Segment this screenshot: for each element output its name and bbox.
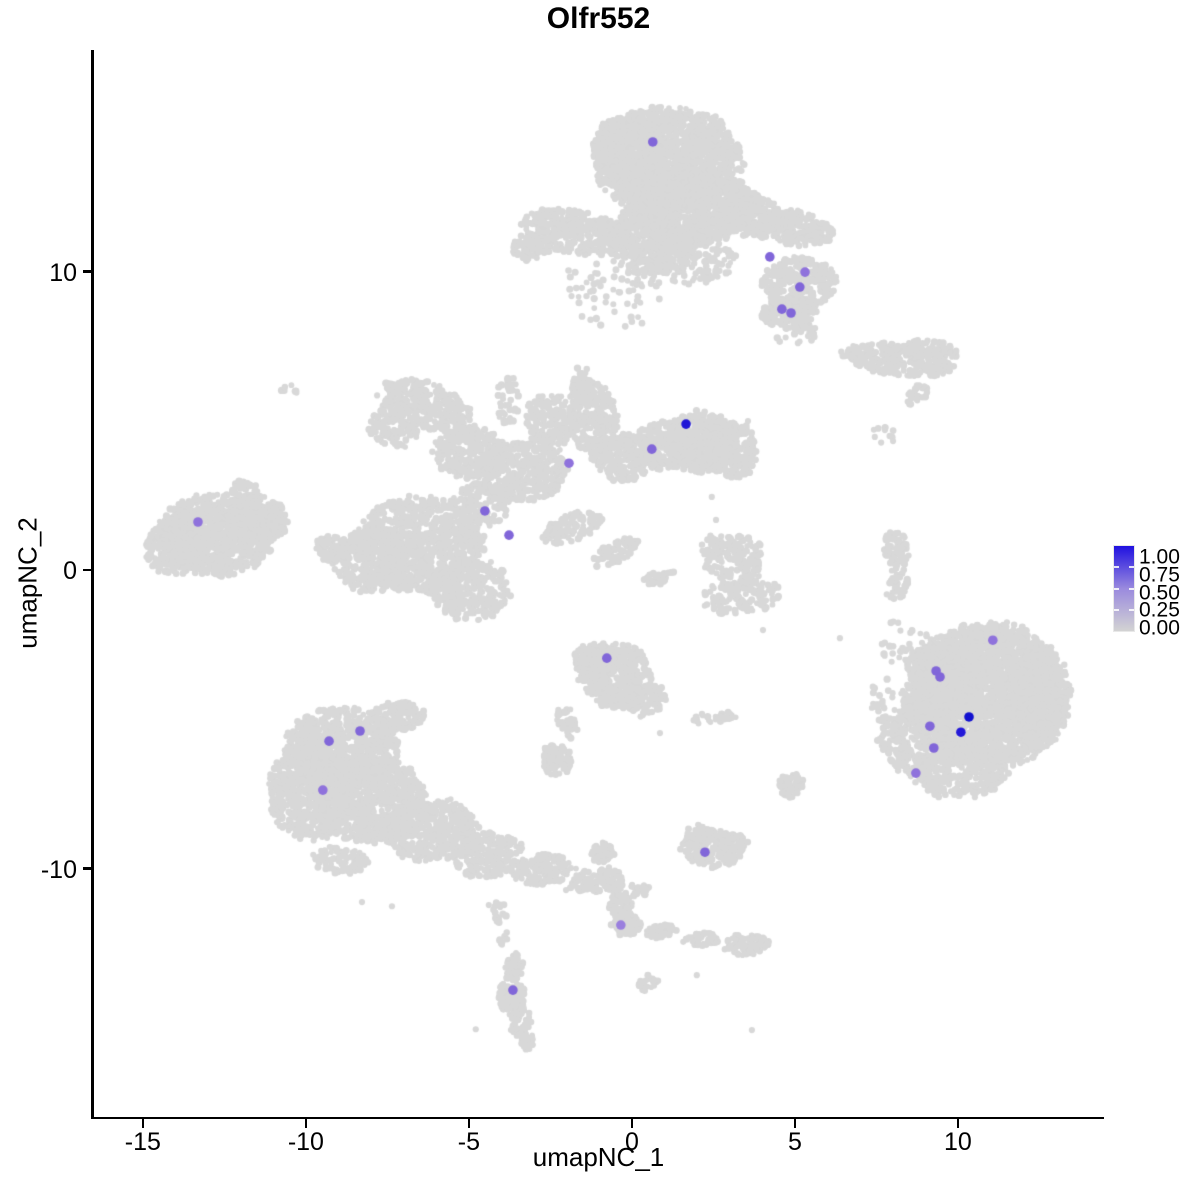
x-tick-label: 5: [787, 1128, 802, 1156]
x-tick-label: -5: [457, 1128, 480, 1156]
legend-notch: [1114, 608, 1119, 611]
y-tick-label: 10: [49, 258, 77, 287]
y-tick-label: 0: [63, 557, 77, 586]
legend-tick-label: 0.00: [1139, 616, 1180, 640]
x-tick-mark: [467, 1119, 471, 1128]
legend-tick-label: 0.25: [1139, 598, 1180, 622]
legend-notch: [1129, 587, 1134, 590]
y-tick-label: -10: [40, 855, 77, 884]
expression-legend: 1.00 0.75 0.50 0.25 0.00: [1113, 545, 1200, 640]
legend-tick-label: 1.00: [1139, 545, 1180, 569]
legend-gradient-bar: [1113, 545, 1135, 632]
y-tick-mark: [83, 867, 92, 870]
x-tick-mark: [793, 1119, 797, 1128]
plot-title: Olfr552: [546, 2, 651, 35]
x-tick-mark: [304, 1119, 308, 1128]
x-tick-label: -10: [287, 1128, 324, 1156]
x-axis-line: [91, 1116, 1104, 1119]
y-axis-line: [91, 50, 94, 1119]
x-tick-mark: [630, 1119, 634, 1128]
x-tick-label: 10: [944, 1128, 972, 1156]
y-tick-mark: [83, 568, 92, 572]
x-tick-mark: [141, 1119, 145, 1128]
x-tick-label: -15: [124, 1128, 161, 1156]
legend-tick-label: 0.75: [1139, 563, 1180, 587]
x-axis-label: umapNC_1: [532, 1142, 665, 1172]
legend-notch: [1114, 566, 1119, 569]
legend-notch: [1129, 566, 1134, 569]
x-tick-mark: [956, 1119, 960, 1128]
legend-notch: [1114, 587, 1119, 590]
legend-tick-label: 0.50: [1139, 581, 1180, 604]
legend-notch: [1129, 608, 1134, 611]
y-tick-mark: [83, 270, 92, 273]
x-tick-label: 0: [624, 1128, 639, 1156]
y-axis-label: umapNC_2: [12, 517, 43, 649]
